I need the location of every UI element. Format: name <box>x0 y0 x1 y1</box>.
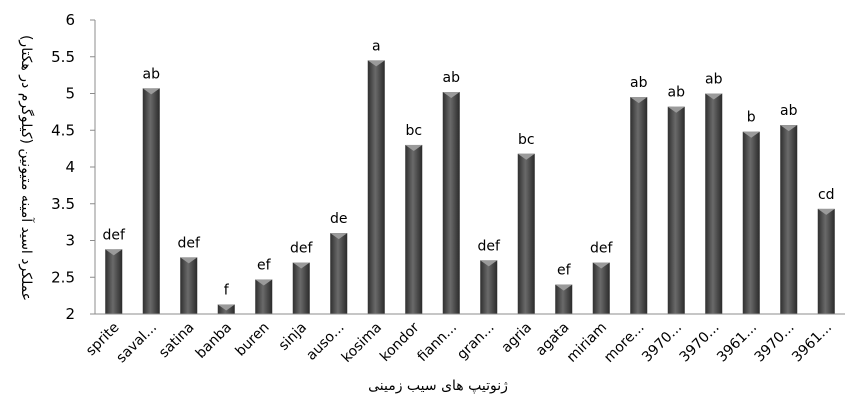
x-category-label: gran... <box>454 320 497 363</box>
bar-top-bevel <box>780 125 798 132</box>
bar <box>142 88 160 314</box>
y-tick-label: 5.5 <box>51 48 75 66</box>
bar-top-bevel <box>442 92 460 99</box>
x-category-label: saval... <box>113 320 160 367</box>
bar-top-bevel <box>555 284 573 291</box>
x-category-label: kosima <box>339 320 385 366</box>
bars <box>105 60 835 314</box>
bar <box>742 131 760 314</box>
x-category-label: 3970... <box>752 320 798 366</box>
y-tick-label: 6 <box>65 11 75 29</box>
bar <box>592 262 610 314</box>
data-label: def <box>103 227 127 243</box>
bar <box>630 97 648 314</box>
bar-top-bevel <box>142 88 160 95</box>
bar-top-bevel <box>592 262 610 269</box>
x-category-label: banba <box>193 320 235 362</box>
data-label: ab <box>443 70 461 86</box>
y-axis-ticks: 2 2.5 3 3.5 4 4.5 5 5.5 6 <box>51 11 95 323</box>
bar <box>817 208 835 314</box>
bar-top-bevel <box>217 304 235 311</box>
bar-top-bevel <box>292 262 310 269</box>
x-category-label: miriam <box>564 320 610 366</box>
bar <box>255 279 273 314</box>
y-tick-label: 3 <box>65 232 75 250</box>
bar-top-bevel <box>817 208 835 215</box>
data-label: ab <box>668 85 686 101</box>
x-axis-title: ژنوتیپ های سیب زمینی <box>368 378 508 394</box>
data-label: def <box>590 241 614 257</box>
data-label: bc <box>405 123 422 139</box>
bar-top-bevel <box>405 144 423 151</box>
x-category-label: 3961... <box>789 320 835 366</box>
bar-top-bevel <box>667 106 685 113</box>
bar <box>517 153 535 314</box>
bar <box>292 262 310 314</box>
data-label: cd <box>818 187 835 203</box>
bar <box>480 260 498 314</box>
x-category-label: fiann... <box>414 320 460 366</box>
data-label: bc <box>518 132 535 148</box>
bar <box>555 284 573 314</box>
x-category-label: agria <box>499 320 536 357</box>
bar-top-bevel <box>180 257 198 264</box>
y-tick-label: 4 <box>65 158 75 176</box>
y-tick-label: 2 <box>65 305 75 323</box>
data-label: ab <box>705 72 723 88</box>
data-label: def <box>290 241 314 257</box>
bar-top-bevel <box>630 97 648 104</box>
bar-top-bevel <box>517 153 535 160</box>
data-label: a <box>372 38 381 54</box>
y-tick-label: 5 <box>65 85 75 103</box>
data-label: de <box>330 211 348 227</box>
bar-top-bevel <box>705 93 723 100</box>
bar <box>405 144 423 314</box>
bar-top-bevel <box>330 233 348 240</box>
bar <box>330 233 348 314</box>
bar <box>667 106 685 314</box>
bar <box>442 92 460 314</box>
bar <box>780 125 798 314</box>
x-category-label: kondor <box>377 319 423 365</box>
y-tick-label: 3.5 <box>51 195 75 213</box>
bar-top-bevel <box>367 60 385 67</box>
x-category-label: 3970... <box>677 320 723 366</box>
data-label: ef <box>257 257 272 273</box>
data-label: ab <box>780 103 798 119</box>
x-category-label: satina <box>156 320 198 362</box>
bar-top-bevel <box>255 279 273 286</box>
data-label: b <box>747 110 756 126</box>
data-label: def <box>478 238 502 254</box>
bar-top-bevel <box>105 249 123 256</box>
y-axis-title: عملکرد اسید آمینه متیونین (کیلوگرم در هک… <box>18 35 35 301</box>
data-label: f <box>224 282 230 298</box>
x-category-label: sinja <box>276 320 310 354</box>
data-label: ef <box>557 263 572 279</box>
bar <box>367 60 385 314</box>
data-label: ab <box>143 66 161 82</box>
bar <box>705 93 723 314</box>
x-category-label: 3961... <box>714 320 760 366</box>
data-label: ab <box>630 75 648 91</box>
y-tick-label: 2.5 <box>51 268 75 286</box>
data-label: def <box>178 235 202 251</box>
y-tick-label: 4.5 <box>51 121 75 139</box>
x-category-label: more... <box>601 320 647 366</box>
bar <box>180 257 198 314</box>
x-category-label: buren <box>232 320 272 360</box>
x-category-label: 3970... <box>639 320 685 366</box>
bar-top-bevel <box>742 131 760 138</box>
bar-top-bevel <box>480 260 498 267</box>
bar <box>105 249 123 314</box>
